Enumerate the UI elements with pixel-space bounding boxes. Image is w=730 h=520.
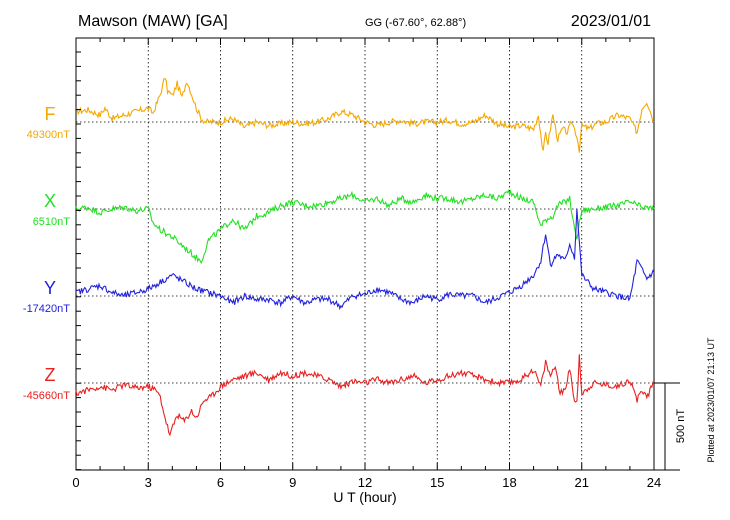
series-name-y: Y bbox=[44, 278, 56, 298]
station-title: Mawson (MAW) [GA] bbox=[78, 13, 228, 30]
coordinates-label: GG (-67.60°, 62.88°) bbox=[365, 17, 466, 29]
plotted-at-label: Plotted at 2023/01/07 21:13 UT bbox=[706, 337, 716, 463]
grid-layer bbox=[76, 38, 654, 470]
x-tick-label: 15 bbox=[430, 475, 444, 490]
baseline-value-x: 6510nT bbox=[33, 216, 71, 228]
series-name-z: Z bbox=[45, 365, 56, 385]
baseline-value-f: 49300nT bbox=[27, 129, 71, 141]
x-tick-label: 9 bbox=[289, 475, 296, 490]
axis-ticks: 0 3 6 9 12 15 18 21 24 bbox=[72, 38, 661, 490]
series-name-f: F bbox=[45, 104, 56, 124]
x-tick-label: 21 bbox=[575, 475, 589, 490]
x-axis-label: U T (hour) bbox=[333, 489, 396, 505]
x-tick-label: 6 bbox=[217, 475, 224, 490]
trace-z bbox=[75, 354, 655, 437]
date-label: 2023/01/01 bbox=[571, 13, 651, 30]
trace-y bbox=[75, 208, 655, 311]
x-tick-label: 18 bbox=[502, 475, 516, 490]
scale-bar-label: 500 nT bbox=[675, 409, 687, 444]
trace-f bbox=[75, 77, 655, 153]
series-labels: F 49300nT X 6510nT Y -17420nT Z -45660nT bbox=[23, 104, 70, 402]
traces-layer bbox=[75, 77, 655, 437]
scale-bar: 500 nT bbox=[654, 382, 687, 471]
trace-x bbox=[75, 189, 655, 265]
x-tick-label: 24 bbox=[647, 475, 661, 490]
x-tick-label: 12 bbox=[358, 475, 372, 490]
baseline-value-y: -17420nT bbox=[23, 303, 70, 315]
x-tick-label: 3 bbox=[145, 475, 152, 490]
baseline-value-z: -45660nT bbox=[23, 390, 70, 402]
series-name-x: X bbox=[44, 191, 56, 211]
x-tick-label: 0 bbox=[72, 475, 79, 490]
